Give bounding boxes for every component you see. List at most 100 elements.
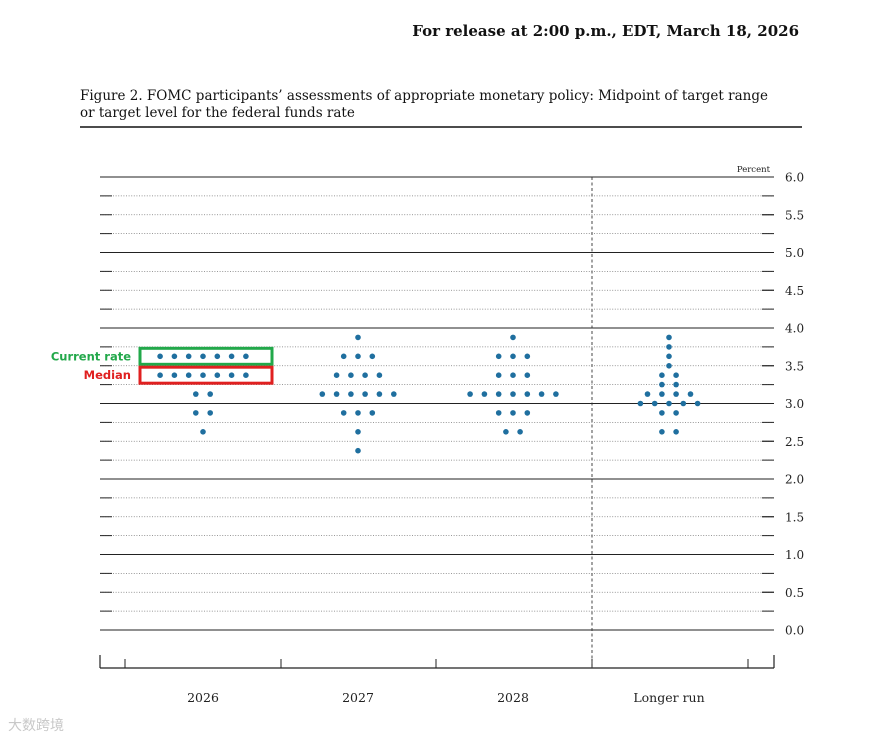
participant-dot xyxy=(673,429,679,435)
participant-dot xyxy=(185,353,192,360)
participant-dot xyxy=(510,372,516,379)
median-label: Median xyxy=(84,368,131,382)
participant-dot xyxy=(524,391,531,397)
participant-dot xyxy=(495,353,502,360)
y-tick-label: 2.5 xyxy=(785,435,804,449)
participant-dot xyxy=(214,353,221,360)
participant-dot xyxy=(171,353,178,360)
participant-dot xyxy=(524,372,531,379)
participant-dot xyxy=(510,391,516,397)
participant-dot xyxy=(524,353,531,360)
median-highlight-box xyxy=(138,365,274,385)
x-category-label: 2028 xyxy=(497,690,529,705)
participant-dot xyxy=(355,447,361,454)
participant-dot xyxy=(680,400,687,407)
y-tick-label: 3.5 xyxy=(785,359,804,373)
participant-dot xyxy=(200,429,206,435)
release-time: For release at 2:00 p.m., EDT, March 18,… xyxy=(412,22,799,40)
participant-dot xyxy=(666,400,672,407)
participant-dot xyxy=(228,372,235,379)
participant-dot xyxy=(333,391,340,397)
current-rate-highlight-box xyxy=(138,346,274,366)
participant-dot xyxy=(495,372,502,379)
y-axis-unit-label: Percent xyxy=(737,165,771,175)
participant-dot xyxy=(369,410,376,416)
participant-dot xyxy=(538,391,545,397)
x-category-label: 2026 xyxy=(187,690,219,705)
participant-dot xyxy=(362,391,368,397)
participant-dot xyxy=(207,391,213,397)
participant-dot xyxy=(193,391,199,397)
participant-dot xyxy=(200,353,206,360)
x-category-label: Longer run xyxy=(633,690,704,705)
participant-dot xyxy=(524,410,531,416)
participant-dot xyxy=(510,334,516,341)
y-tick-label: 4.5 xyxy=(785,284,804,298)
participant-dot xyxy=(243,353,249,360)
y-tick-label: 6.0 xyxy=(785,171,804,185)
y-tick-label: 5.5 xyxy=(785,208,804,222)
participant-dot xyxy=(644,391,651,397)
participant-dot xyxy=(666,353,672,360)
current-rate-label: Current rate xyxy=(51,349,131,363)
participant-dot xyxy=(355,353,361,360)
participant-dot xyxy=(651,400,658,407)
participant-dot xyxy=(355,334,361,341)
participant-dot xyxy=(207,410,213,416)
y-tick-label: 0.0 xyxy=(785,624,804,638)
participant-dot xyxy=(185,372,192,379)
y-tick-label: 2.0 xyxy=(785,473,804,487)
participant-dot xyxy=(157,353,163,360)
participant-dot xyxy=(673,381,679,388)
participant-dot xyxy=(200,372,206,379)
participant-dot xyxy=(673,372,679,379)
participant-dot xyxy=(376,391,383,397)
participant-dot xyxy=(510,410,516,416)
participant-dot xyxy=(553,391,559,397)
y-tick-label: 3.0 xyxy=(785,397,804,411)
participant-dot xyxy=(369,353,376,360)
x-category-label: 2027 xyxy=(342,690,374,705)
participant-dot xyxy=(157,372,163,379)
watermark-logo: 大数跨境 xyxy=(8,718,64,734)
participant-dot xyxy=(659,372,665,379)
participant-dot xyxy=(319,391,326,397)
participant-dot xyxy=(214,372,221,379)
participant-dot xyxy=(340,353,347,360)
participant-dot xyxy=(637,400,644,407)
participant-dot xyxy=(673,391,679,397)
participant-dot xyxy=(659,410,665,416)
participant-dot xyxy=(362,372,368,379)
participant-dot xyxy=(659,429,665,435)
participant-dot xyxy=(348,391,354,397)
participant-dot xyxy=(348,372,354,379)
participant-dot xyxy=(510,353,516,360)
participant-dot xyxy=(666,334,672,341)
participant-dot xyxy=(694,400,701,407)
participant-dot xyxy=(673,410,679,416)
participant-dot xyxy=(376,372,383,379)
participant-dot xyxy=(333,372,340,379)
participant-dot xyxy=(193,410,199,416)
participant-dot xyxy=(666,363,672,369)
y-tick-label: 0.5 xyxy=(785,586,804,600)
participant-dot xyxy=(355,429,361,435)
participant-dot xyxy=(340,410,347,416)
y-tick-label: 1.0 xyxy=(785,548,804,562)
y-tick-label: 1.5 xyxy=(785,510,804,524)
participant-dot xyxy=(666,344,672,350)
participant-dot xyxy=(467,391,473,397)
participant-dot xyxy=(659,391,665,397)
participant-dot xyxy=(503,429,509,435)
participant-dot xyxy=(687,391,694,397)
participant-dot xyxy=(171,372,178,379)
participant-dot xyxy=(243,372,249,379)
participant-dot xyxy=(228,353,235,360)
participant-dot xyxy=(391,391,397,397)
participant-dot xyxy=(659,381,665,388)
participant-dot xyxy=(481,391,488,397)
participant-dot xyxy=(495,410,502,416)
participant-dot xyxy=(355,410,361,416)
participant-dot xyxy=(517,429,523,435)
